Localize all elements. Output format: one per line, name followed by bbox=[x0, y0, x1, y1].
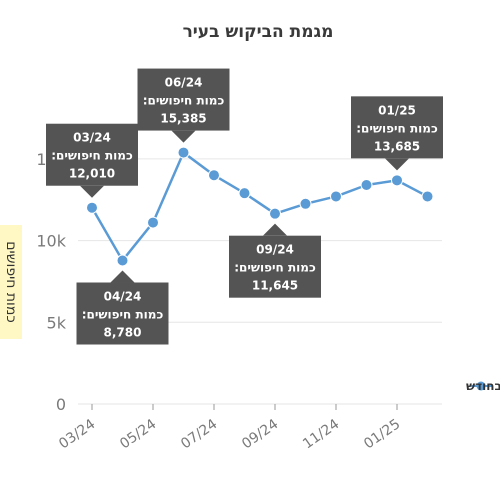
callout-date: 09/24 bbox=[256, 243, 294, 257]
callout-box bbox=[76, 282, 169, 345]
callout-pointer bbox=[171, 130, 196, 143]
x-tick-label: 09/24 bbox=[239, 416, 281, 452]
y-tick-label: 5k bbox=[47, 313, 67, 332]
callout-date: 03/24 bbox=[73, 131, 111, 145]
callout-value: 12,010 bbox=[69, 167, 115, 181]
callout-pointer bbox=[385, 158, 409, 171]
data-point bbox=[391, 174, 403, 187]
data-point bbox=[177, 146, 190, 159]
x-tick-label: 01/25 bbox=[361, 416, 403, 452]
data-point bbox=[86, 201, 98, 214]
callout-date: 06/24 bbox=[165, 76, 203, 90]
data-point bbox=[299, 197, 312, 210]
data-point bbox=[360, 179, 373, 192]
data-point bbox=[330, 190, 342, 203]
callout-box bbox=[137, 68, 230, 131]
callout-date: 04/24 bbox=[104, 290, 142, 304]
data-point bbox=[208, 169, 220, 182]
y-axis-label: כמות חיפושים bbox=[3, 241, 19, 323]
callout-label: כמות חיפושים: bbox=[234, 261, 316, 275]
callout-pointer bbox=[80, 185, 104, 198]
callout-value: 13,685 bbox=[374, 139, 420, 153]
callout-value: 11,645 bbox=[252, 279, 298, 293]
data-point bbox=[116, 254, 129, 267]
callout-label: כמות חיפושים: bbox=[356, 121, 438, 135]
x-tick-label: 07/24 bbox=[178, 416, 220, 452]
legend-label: חיפושים בחודש bbox=[466, 379, 500, 393]
callout-value: 8,780 bbox=[104, 326, 142, 340]
x-tick-label: 03/24 bbox=[56, 416, 98, 452]
data-point bbox=[269, 207, 281, 220]
y-axis-label-background bbox=[0, 225, 22, 339]
callout-box bbox=[46, 123, 138, 186]
callout-value: 15,385 bbox=[160, 112, 206, 126]
data-point bbox=[238, 187, 251, 200]
callout-pointer bbox=[110, 270, 135, 283]
callout-label: כמות חיפושים: bbox=[51, 149, 133, 163]
callout-label: כמות חיפושים: bbox=[143, 94, 225, 108]
callout-box bbox=[229, 235, 321, 298]
y-tick-label: 10k bbox=[36, 232, 66, 251]
chart-title: מגמת הביקוש בעיר bbox=[183, 22, 334, 42]
legend-marker bbox=[476, 381, 486, 391]
y-tick-label: 0 bbox=[56, 395, 66, 414]
x-tick-label: 11/24 bbox=[300, 416, 342, 452]
data-point bbox=[421, 190, 434, 203]
callout-pointer bbox=[263, 223, 287, 236]
callout-date: 01/25 bbox=[378, 103, 416, 117]
data-point bbox=[147, 216, 159, 229]
x-tick-label: 05/24 bbox=[117, 416, 159, 452]
callout-box bbox=[351, 96, 443, 159]
callout-label: כמות חיפושים: bbox=[82, 308, 164, 322]
